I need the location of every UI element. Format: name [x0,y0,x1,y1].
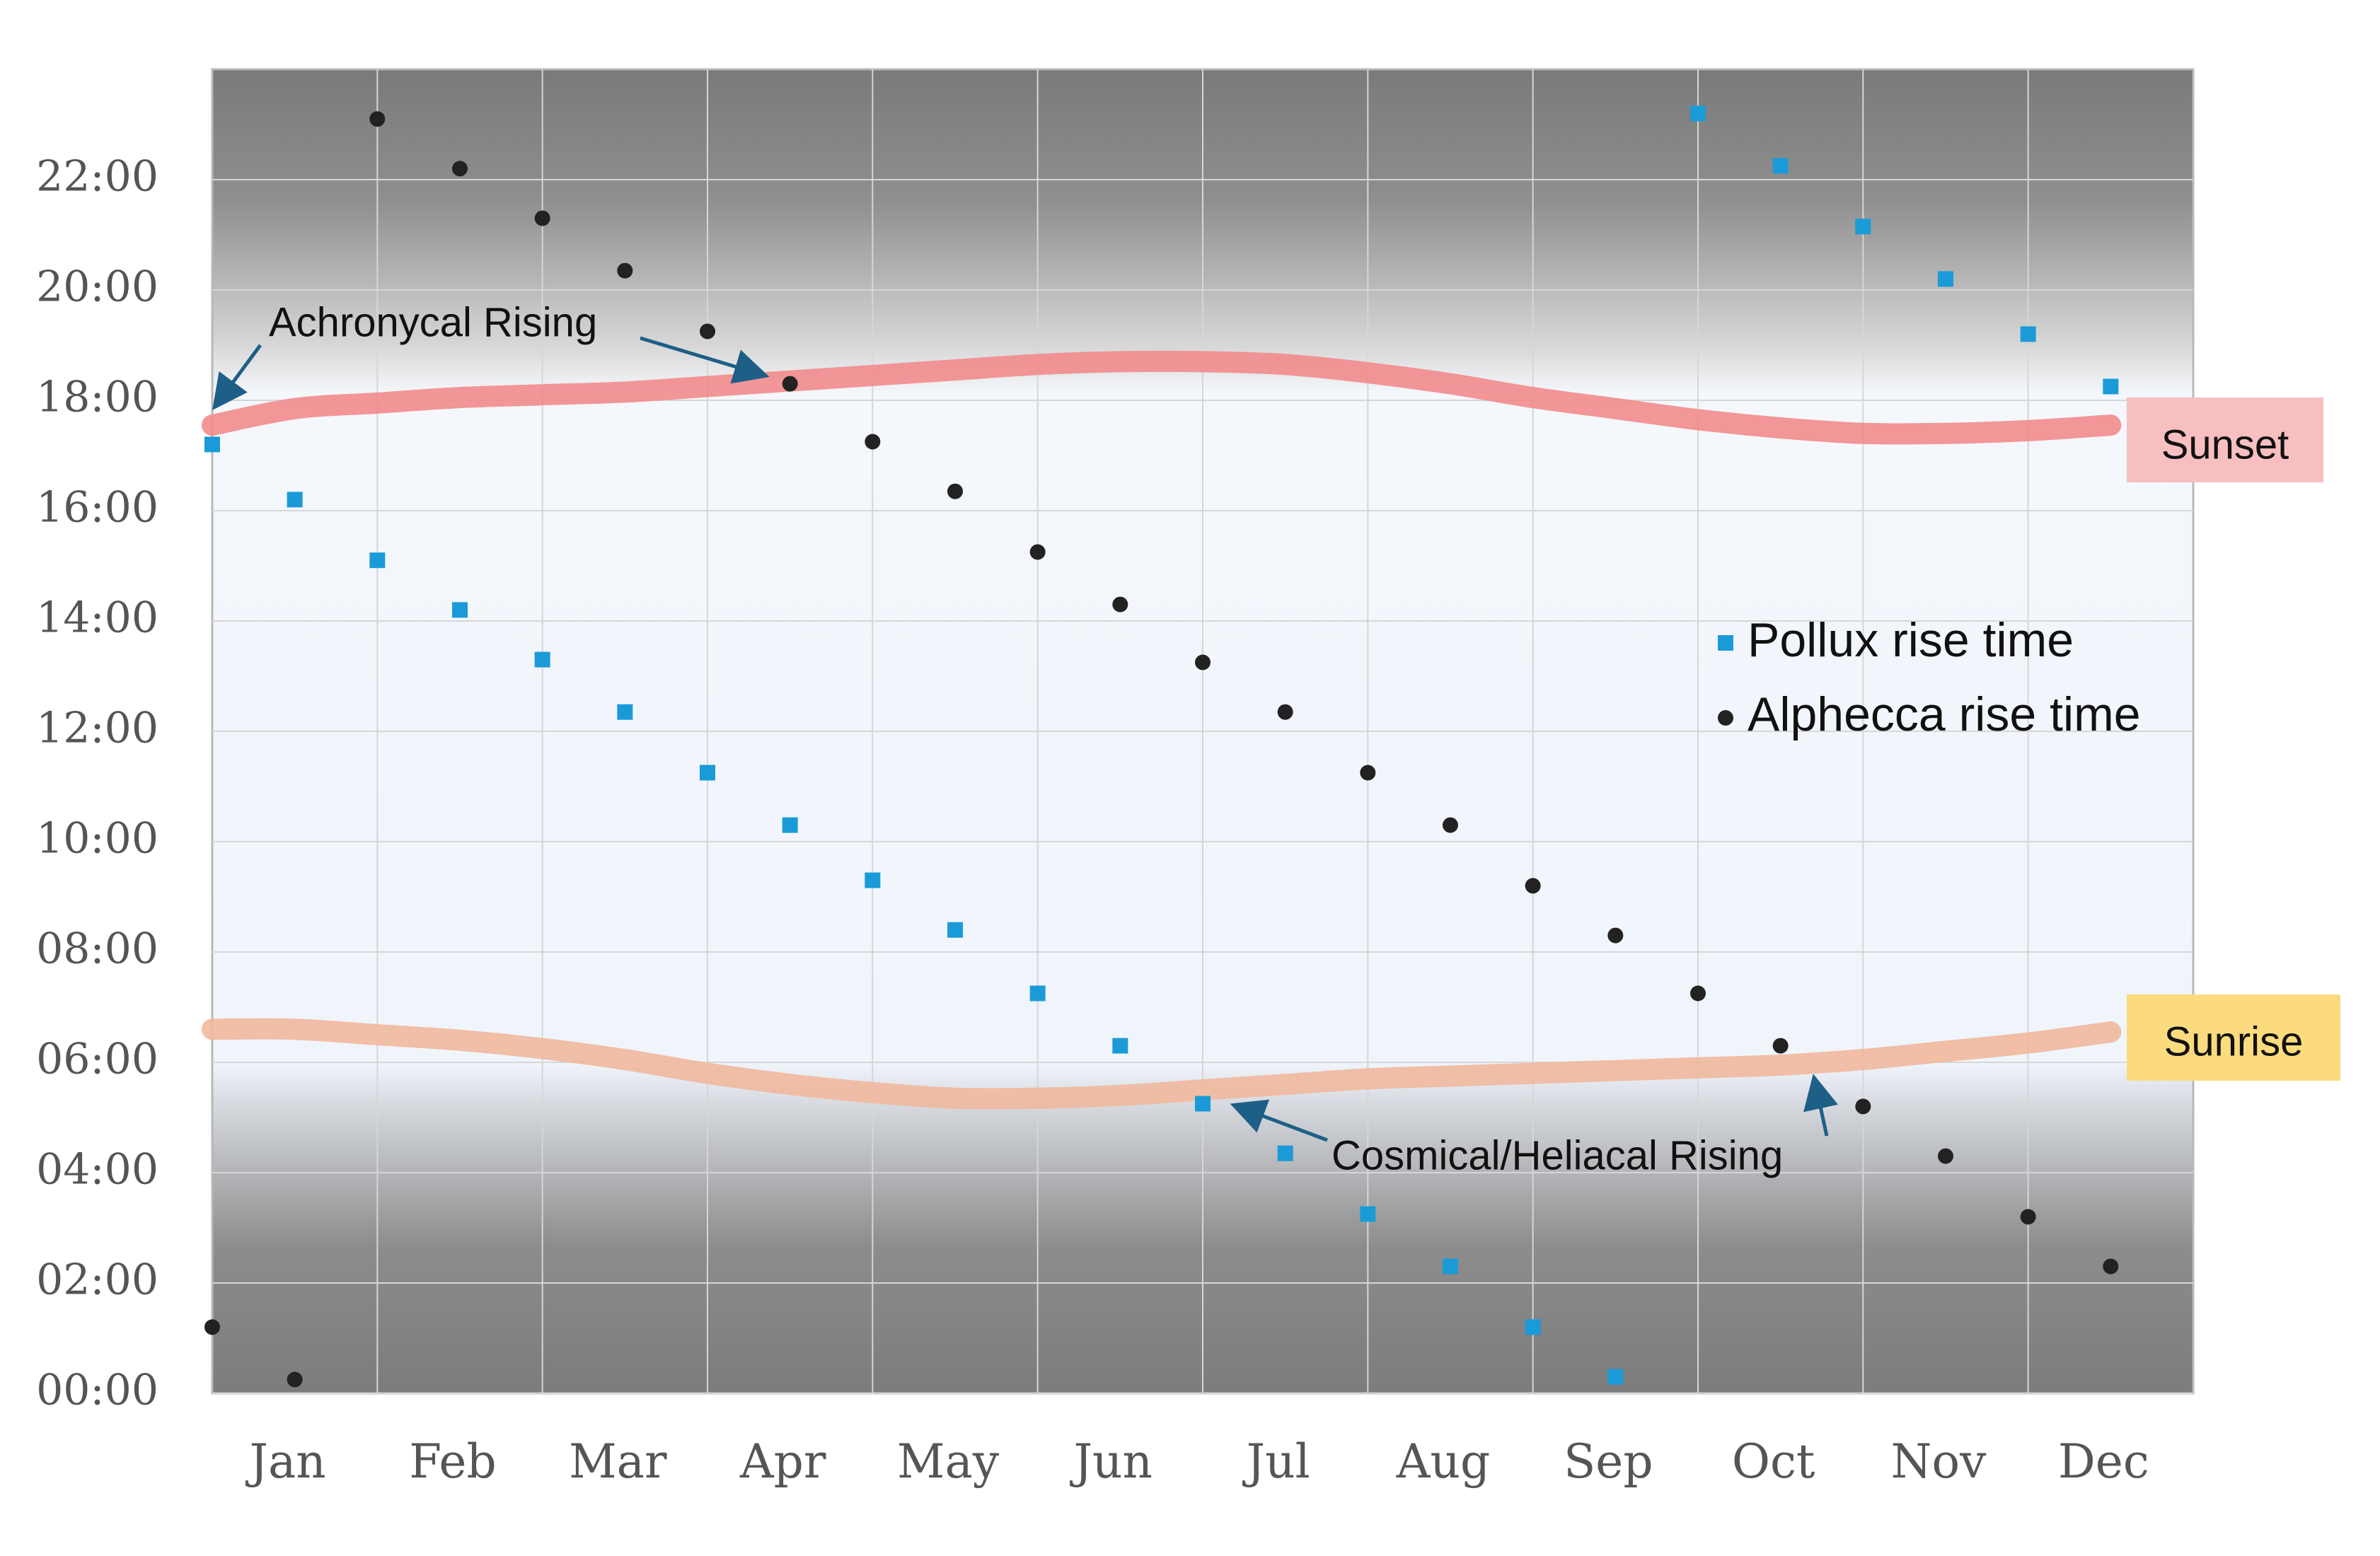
sunrise-tag: Sunrise [2127,994,2340,1081]
alphecca-point [2103,1258,2119,1275]
pollux-point [1195,1096,1211,1112]
x-tick-label: Oct [1732,1434,1815,1489]
legend-alphecca-label: Alphecca rise time [1748,687,2141,741]
achronycal-rising-label: Achronycal Rising [269,299,597,345]
pollux-point [1690,105,1706,122]
alphecca-point [534,210,550,226]
legend-pollux-marker [1718,635,1733,651]
achronycal-arrow-left [212,344,262,411]
y-tick-label: 06:00 [36,1035,158,1084]
pollux-point [865,872,881,888]
pollux-point [204,436,220,453]
y-axis-ticks: 00:00 02:00 04:00 06:00 08:00 10:00 12:00 14:00… [36,152,158,1415]
x-tick-label: May [897,1434,1000,1489]
x-axis-ticks: Jan Feb Mar Apr May Jun Jul Aug Sep Oct Nov Dec [245,1434,2149,1489]
pollux-point [1277,1145,1293,1161]
heliacal-annotation: Cosmical/Heliacal Rising [1230,1074,1838,1178]
alphecca-point [1195,654,1211,670]
sunrise-curve [202,1018,2122,1110]
sunset-tag: Sunset [2127,397,2323,482]
x-tick-label: Jun [1070,1434,1153,1489]
y-tick-label: 20:00 [36,262,158,312]
alphecca-point [1277,704,1293,720]
alphecca-point [782,376,798,392]
x-tick-label: Jul [1242,1434,1310,1489]
x-tick-label: Mar [569,1434,667,1489]
y-tick-label: 04:00 [36,1145,158,1195]
alphecca-point [287,1371,303,1388]
alphecca-point [1772,1038,1789,1054]
pollux-point [1855,219,1871,235]
x-tick-label: Nov [1891,1434,1987,1489]
alphecca-point [1525,878,1541,894]
alphecca-point [1029,544,1046,560]
pollux-point [452,602,468,618]
pollux-point [1443,1258,1458,1275]
pollux-point [1607,1369,1624,1385]
pollux-point [617,704,633,720]
pollux-point [1938,271,1953,287]
alphecca-point [452,161,468,177]
y-tick-label: 22:00 [36,152,158,202]
pollux-point [947,922,963,938]
pollux-point [1029,985,1046,1001]
sunset-curve [202,350,2122,445]
y-tick-label: 10:00 [36,814,158,864]
x-tick-label: Jan [245,1434,326,1489]
alphecca-point [1112,596,1128,612]
pollux-point [2103,378,2119,395]
y-tick-label: 16:00 [36,483,158,533]
pollux-point [1360,1206,1376,1222]
y-tick-label: 00:00 [36,1366,158,1415]
sun-curves [202,350,2122,1110]
x-tick-label: Feb [409,1434,497,1489]
alphecca-point [1855,1098,1871,1115]
alphecca-point [947,483,963,499]
legend: Pollux rise time Alphecca rise time [1718,613,2141,741]
alphecca-point [369,111,386,127]
alphecca-point [1443,817,1458,833]
achronycal-annotation: Achronycal Rising [212,299,770,411]
x-tick-label: Sep [1564,1434,1653,1489]
y-tick-label: 18:00 [36,373,158,422]
x-tick-label: Dec [2058,1434,2149,1489]
alphecca-point [1607,927,1624,944]
alphecca-point [617,262,633,279]
pollux-point [534,651,550,668]
y-tick-label: 02:00 [36,1255,158,1305]
heliacal-arrow-left [1230,1099,1328,1142]
heliacal-arrow-right [1803,1074,1838,1137]
cosmical-heliacal-rising-label: Cosmical/Heliacal Rising [1331,1132,1783,1178]
alphecca-point [1360,765,1376,781]
x-tick-label: Aug [1396,1434,1490,1489]
rise-time-points [204,105,2119,1388]
pollux-point [700,765,715,781]
alphecca-point [700,323,715,339]
achronycal-arrow-right [640,336,770,384]
alphecca-point [2020,1209,2036,1225]
x-tick-label: Apr [739,1434,826,1489]
alphecca-point [1938,1148,1953,1164]
pollux-point [369,552,386,569]
alphecca-point [1690,985,1706,1001]
y-tick-label: 14:00 [36,593,158,643]
sunset-label: Sunset [2161,422,2289,468]
alphecca-point [865,434,881,450]
sunrise-label: Sunrise [2164,1018,2304,1064]
pollux-point [287,492,303,508]
pollux-point [1112,1038,1128,1054]
y-tick-label: 12:00 [36,704,158,753]
legend-pollux-label: Pollux rise time [1748,613,2074,667]
pollux-point [1772,158,1789,174]
alphecca-point [204,1319,220,1335]
legend-alphecca-marker [1718,710,1733,726]
pollux-point [2020,326,2036,342]
pollux-point [1525,1319,1541,1335]
pollux-point [782,817,798,833]
y-tick-label: 08:00 [36,924,158,974]
